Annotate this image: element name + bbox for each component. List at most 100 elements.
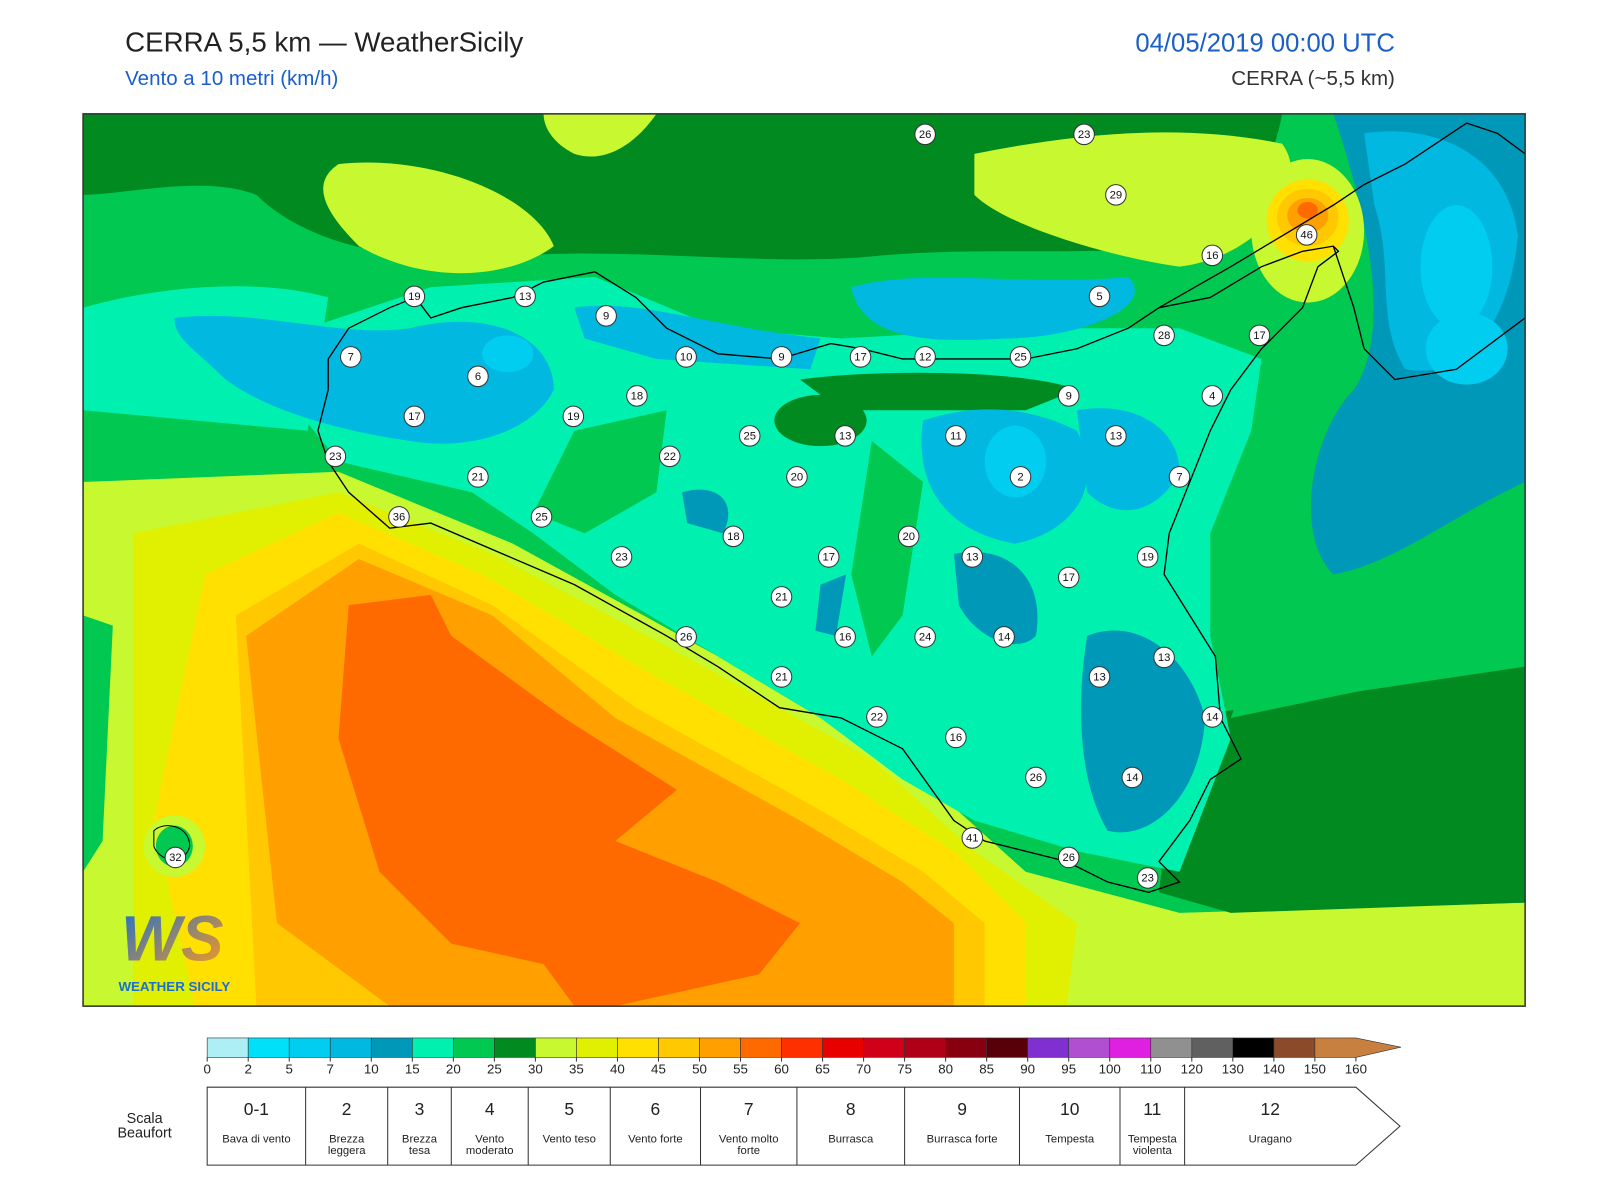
station-marker	[1201, 385, 1224, 407]
station-value: 17	[1253, 330, 1266, 342]
legend-tick-label: 130	[1222, 1061, 1244, 1076]
station-value: 46	[1300, 229, 1313, 241]
beaufort-force: 7	[743, 1099, 754, 1119]
legend-bin	[1068, 1037, 1111, 1058]
beaufort-title: Scala Beaufort	[117, 1109, 172, 1141]
legend-bin	[1273, 1037, 1316, 1058]
station-value: 13	[519, 291, 532, 303]
legend-bin	[1109, 1037, 1152, 1058]
legend-tick-label: 90	[1020, 1061, 1035, 1076]
station-marker	[324, 445, 347, 468]
station-value: 25	[743, 430, 756, 442]
beaufort-cell: 8 Burrasca	[797, 1087, 905, 1165]
station-value: 12	[919, 351, 932, 363]
station-marker	[1121, 766, 1144, 789]
station-value: 7	[348, 351, 354, 363]
legend-tick-label: 50	[692, 1061, 707, 1076]
station-marker	[530, 506, 553, 528]
station-value: 20	[902, 531, 915, 543]
station-value: 23	[329, 451, 342, 463]
station-marker	[339, 346, 362, 368]
station-marker	[961, 827, 984, 849]
legend-bin	[1150, 1037, 1193, 1058]
legend-bin	[1314, 1037, 1402, 1058]
legend-bin	[1191, 1037, 1234, 1058]
station-marker	[1073, 123, 1095, 146]
station-marker	[1088, 666, 1111, 688]
legend-bin	[576, 1037, 618, 1058]
station-value: 26	[919, 129, 932, 141]
legend-bin	[781, 1037, 823, 1058]
station-value: 24	[919, 631, 932, 643]
beaufort-description: Brezza leggera	[327, 1133, 366, 1157]
legend-tick-label: 150	[1304, 1061, 1326, 1076]
station-value: 23	[615, 551, 628, 563]
legend-tick-label: 95	[1061, 1061, 1076, 1076]
station-value: 13	[966, 551, 979, 563]
station-marker	[1136, 546, 1159, 568]
logo-text: WEATHER SICILY	[118, 979, 230, 994]
station-value: 5	[1096, 291, 1102, 303]
legend-tick-label: 35	[569, 1061, 584, 1076]
model: CERRA (~5,5 km)	[1231, 67, 1395, 91]
legend-tick-label: 5	[286, 1061, 293, 1076]
beaufort-description: Vento forte	[628, 1133, 683, 1146]
beaufort-force: 5	[564, 1099, 575, 1119]
station-value: 17	[1062, 572, 1075, 584]
station-marker	[834, 626, 856, 648]
legend-tick-label: 20	[446, 1061, 461, 1076]
station-marker	[738, 425, 761, 447]
station-value: 28	[1158, 330, 1171, 342]
station-marker	[770, 346, 793, 368]
station-marker	[403, 285, 426, 308]
station-marker	[1105, 425, 1127, 447]
beaufort-description: Vento moderato	[465, 1133, 514, 1157]
station-value: 17	[854, 351, 867, 363]
legend-tick-label: 55	[733, 1061, 748, 1076]
station-value: 22	[871, 711, 884, 723]
station-marker	[675, 626, 697, 648]
station-marker	[1105, 184, 1127, 206]
station-value: 13	[1158, 652, 1171, 664]
station-marker	[993, 626, 1015, 648]
station-marker	[467, 466, 489, 488]
legend-bin	[535, 1037, 577, 1058]
legend-tick-label: 160	[1345, 1061, 1367, 1076]
beaufort-description: Brezza tesa	[401, 1133, 438, 1157]
legend-tick-label: 120	[1181, 1061, 1203, 1076]
station-marker	[849, 346, 872, 368]
station-value: 26	[1030, 772, 1043, 784]
beaufort-cell: 4 Vento moderato	[451, 1087, 528, 1165]
station-marker	[1201, 706, 1224, 728]
station-marker	[770, 666, 793, 688]
legend-tick-label: 85	[979, 1061, 994, 1076]
station-marker	[1057, 385, 1080, 407]
station-value: 6	[475, 371, 481, 383]
legend-bin	[453, 1037, 495, 1058]
station-value: 23	[1141, 872, 1154, 884]
station-marker	[1057, 566, 1080, 589]
station-marker	[1009, 346, 1032, 368]
legend-tick-label: 65	[815, 1061, 830, 1076]
station-value: 25	[535, 511, 548, 523]
beaufort-cell: 6 Vento forte	[610, 1087, 700, 1165]
station-value: 13	[1110, 430, 1123, 442]
beaufort-cell: 0-1 Bava di vento	[207, 1087, 305, 1165]
station-marker	[1201, 244, 1224, 267]
station-value: 14	[1206, 711, 1219, 723]
legend-tick-label: 25	[487, 1061, 502, 1076]
station-marker	[945, 425, 967, 447]
station-value: 23	[1078, 129, 1091, 141]
station-value: 4	[1209, 390, 1215, 402]
station-marker	[866, 706, 888, 728]
beaufort-description: Bava di vento	[222, 1133, 291, 1146]
logo-mark: WS	[121, 903, 223, 974]
beaufort-force: 11	[1143, 1099, 1162, 1119]
legend-bin	[945, 1037, 987, 1058]
station-value: 36	[393, 511, 406, 523]
legend-tick-label: 15	[405, 1061, 420, 1076]
station-marker	[610, 546, 633, 568]
station-marker	[945, 726, 967, 749]
beaufort-description: Burrasca forte	[926, 1133, 998, 1146]
legend-bin	[370, 1037, 413, 1058]
